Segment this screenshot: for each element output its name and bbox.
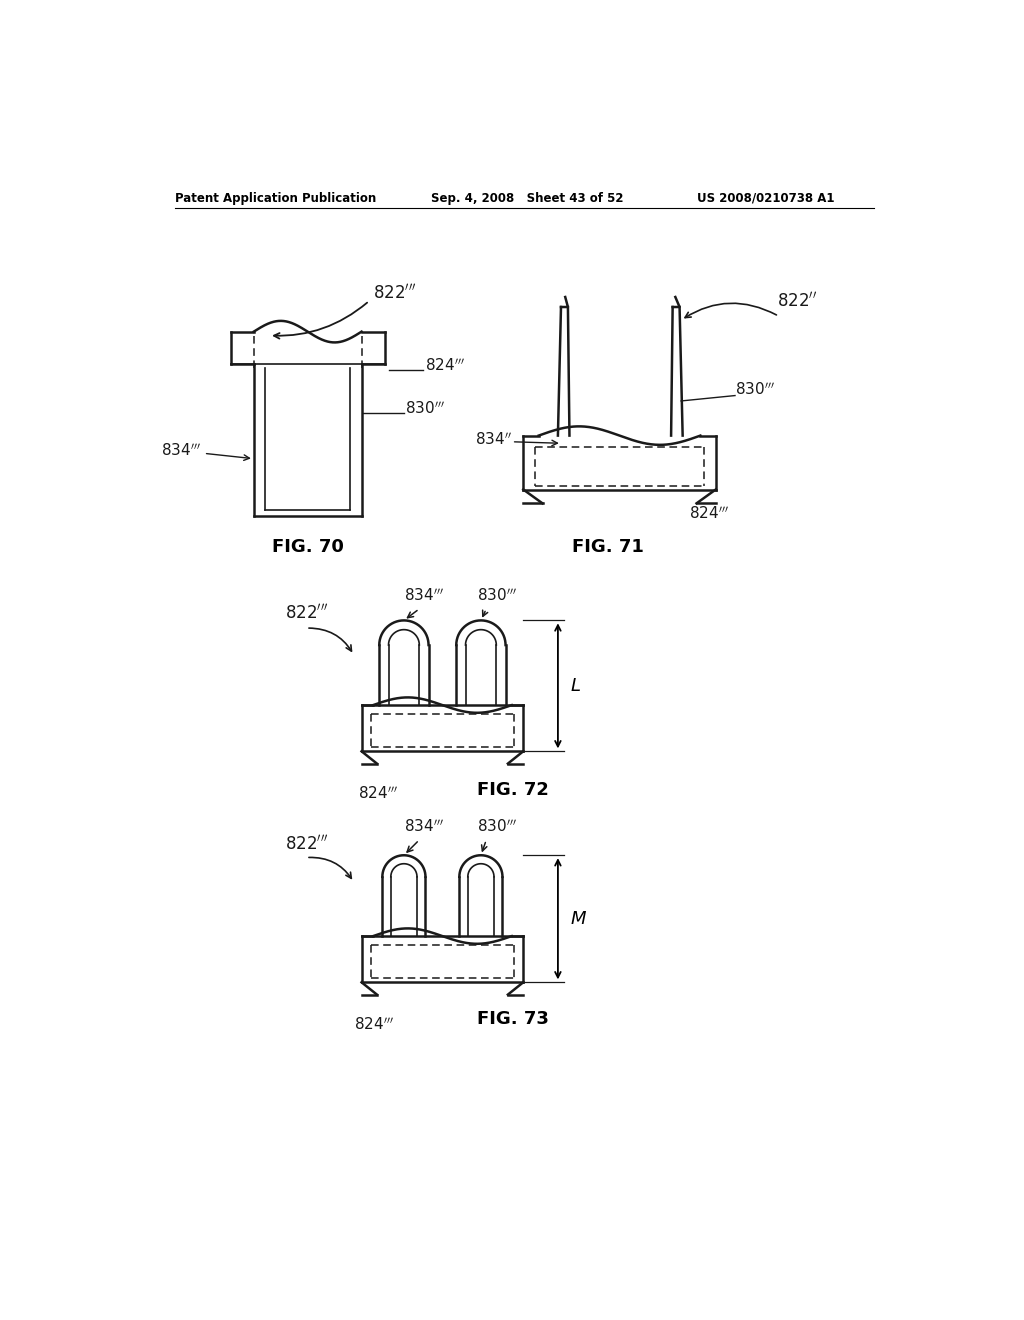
Text: FIG. 71: FIG. 71 — [572, 539, 644, 556]
Text: FIG. 72: FIG. 72 — [477, 781, 549, 799]
Text: $824^{\prime\prime\prime}$: $824^{\prime\prime\prime}$ — [689, 506, 729, 523]
Text: $834^{\prime\prime}$: $834^{\prime\prime}$ — [475, 432, 512, 447]
Text: $824^{\prime\prime\prime}$: $824^{\prime\prime\prime}$ — [425, 358, 465, 374]
Text: $830^{\prime\prime\prime}$: $830^{\prime\prime\prime}$ — [406, 400, 445, 417]
Text: $822^{\prime\prime\prime}$: $822^{\prime\prime\prime}$ — [285, 834, 328, 853]
Text: $830^{\prime\prime\prime}$: $830^{\prime\prime\prime}$ — [477, 587, 517, 605]
Text: $834^{\prime\prime\prime}$: $834^{\prime\prime\prime}$ — [162, 442, 202, 459]
Text: M: M — [570, 909, 586, 928]
Text: US 2008/0210738 A1: US 2008/0210738 A1 — [696, 191, 834, 205]
Text: $834^{\prime\prime\prime}$: $834^{\prime\prime\prime}$ — [403, 818, 443, 836]
Text: $824^{\prime\prime\prime}$: $824^{\prime\prime\prime}$ — [357, 785, 397, 803]
Text: $830^{\prime\prime\prime}$: $830^{\prime\prime\prime}$ — [477, 818, 517, 836]
Text: L: L — [570, 677, 581, 694]
Text: $822^{\prime\prime}$: $822^{\prime\prime}$ — [777, 292, 817, 310]
Text: FIG. 70: FIG. 70 — [271, 539, 344, 556]
Text: FIG. 73: FIG. 73 — [477, 1010, 549, 1028]
Text: $834^{\prime\prime\prime}$: $834^{\prime\prime\prime}$ — [403, 587, 443, 605]
Text: $822^{\prime\prime\prime}$: $822^{\prime\prime\prime}$ — [373, 284, 417, 302]
Text: Sep. 4, 2008   Sheet 43 of 52: Sep. 4, 2008 Sheet 43 of 52 — [431, 191, 624, 205]
Text: $822^{\prime\prime\prime}$: $822^{\prime\prime\prime}$ — [285, 603, 328, 622]
Text: Patent Application Publication: Patent Application Publication — [175, 191, 377, 205]
Text: $824^{\prime\prime\prime}$: $824^{\prime\prime\prime}$ — [354, 1016, 394, 1034]
Text: $830^{\prime\prime\prime}$: $830^{\prime\prime\prime}$ — [735, 381, 775, 397]
